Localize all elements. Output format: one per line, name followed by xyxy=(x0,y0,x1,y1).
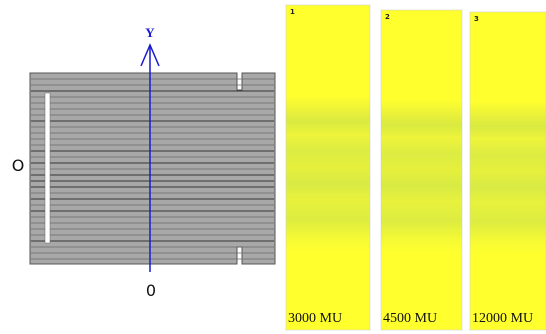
film-number: 1 xyxy=(290,8,295,16)
film-strip xyxy=(286,5,370,330)
film-strip xyxy=(470,12,546,330)
film-label: 12000 MU xyxy=(472,311,533,326)
mlc-diagram: Y O 0 xyxy=(12,25,275,300)
figure: Y O 0 1 3000 MU 2 4500 MU 3 12000 MU xyxy=(0,0,546,334)
leaf-bank xyxy=(30,73,275,264)
film-strip xyxy=(381,10,462,330)
films: 1 3000 MU 2 4500 MU 3 12000 MU xyxy=(286,5,546,330)
film-number: 2 xyxy=(385,13,390,21)
film-number: 3 xyxy=(474,15,479,23)
bottom-label: 0 xyxy=(146,281,156,300)
jaw-bar xyxy=(45,93,50,243)
axis-label: Y xyxy=(145,25,155,40)
left-label: O xyxy=(12,156,25,175)
film-label: 3000 MU xyxy=(288,311,342,326)
film-label: 4500 MU xyxy=(383,311,437,326)
